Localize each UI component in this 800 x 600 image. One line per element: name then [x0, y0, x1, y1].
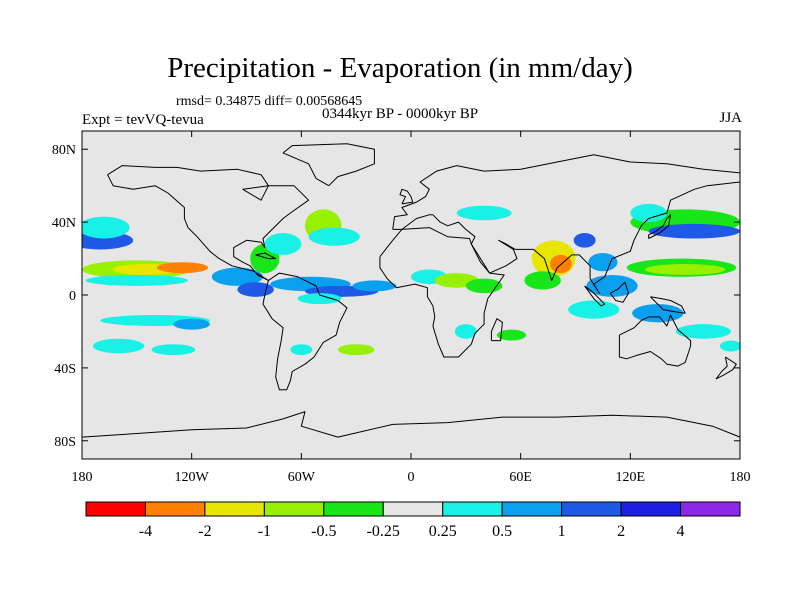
- colorbar-swatch: [561, 501, 622, 517]
- lon-tick-label: 180: [730, 470, 751, 485]
- anomaly-patch: [264, 233, 302, 255]
- anomaly-patch: [173, 318, 210, 330]
- anomaly-patch: [290, 344, 313, 356]
- anomaly-patch: [648, 223, 740, 239]
- anomaly-patch: [630, 203, 667, 223]
- colorbar-label: -1: [258, 523, 271, 540]
- colorbar-swatch: [442, 501, 503, 517]
- anomaly-patch: [496, 329, 527, 341]
- colorbar: -4 -2 -1 -0.5 -0.25 0.25 0.5 1 2 4: [85, 501, 741, 540]
- colorbar-label: -0.5: [311, 523, 336, 540]
- coastline-north-america: [107, 165, 310, 281]
- anomaly-patch: [456, 205, 512, 221]
- anomaly-patch: [82, 216, 130, 239]
- anomaly-patch: [676, 324, 731, 339]
- lat-tick-label: 0: [69, 289, 76, 304]
- lat-tick-label: 80N: [52, 143, 76, 158]
- anomaly-patch: [632, 304, 684, 323]
- coastline-antarctica: [82, 411, 740, 438]
- colorbar-swatch: [263, 501, 325, 517]
- lat-tick-label: 80S: [54, 435, 76, 450]
- lon-tick-label: 120E: [616, 470, 646, 485]
- coastline-africa: [379, 227, 505, 358]
- coastlines: [82, 143, 740, 438]
- anomaly-patch: [352, 280, 397, 292]
- coastline-eurasia: [392, 154, 740, 294]
- colorbar-swatch: [85, 501, 146, 517]
- anomaly-patch: [297, 293, 342, 305]
- colorbar-label: -2: [198, 523, 211, 540]
- lon-tick-label: 180: [72, 470, 93, 485]
- experiment-label: Expt = tevVQ-tevua: [82, 112, 204, 128]
- anomaly-patch: [237, 282, 274, 297]
- colorbar-label: 2: [617, 523, 625, 540]
- anomaly-patch: [92, 338, 145, 354]
- anomaly-patch: [524, 271, 561, 290]
- colorbar-label: 1: [558, 523, 566, 540]
- anomaly-patch: [454, 324, 477, 339]
- season-label: JJA: [719, 110, 742, 126]
- coastline-cuba: [255, 252, 277, 260]
- lon-tick-label: 60E: [509, 470, 532, 485]
- colorbar-label: 0.25: [429, 523, 457, 540]
- colorbar-label: -4: [139, 523, 152, 540]
- colorbar-swatch: [323, 501, 384, 517]
- anomaly-patch: [719, 340, 740, 352]
- anomaly-patch: [156, 262, 209, 274]
- colorbar-swatch: [620, 501, 682, 517]
- colorbar-label: -0.25: [367, 523, 400, 540]
- coastline-greenland: [282, 143, 375, 187]
- plot-title: Precipitation - Evaporation (in mm/day): [167, 52, 633, 84]
- coastline-new-guinea: [650, 296, 686, 314]
- anomaly-patch: [465, 278, 503, 294]
- anomaly-patch: [644, 264, 726, 275]
- colorbar-swatch: [680, 501, 741, 517]
- coastline-south-america: [262, 272, 348, 391]
- map-axes: 180 120W 60W 0 60E 120E 180 80N 40N 0 40S 80S: [52, 131, 751, 485]
- map-background: [82, 131, 740, 459]
- coastline-sumatra: [584, 285, 606, 307]
- lon-tick-label: 120W: [175, 470, 210, 485]
- coastline-uk: [399, 188, 414, 205]
- stats-line: rmsd= 0.34875 diff= 0.00568645: [176, 94, 363, 109]
- anomaly-patch: [568, 300, 620, 319]
- colorbar-swatch: [382, 501, 444, 517]
- coastline-madagascar: [490, 318, 503, 342]
- anomaly-patch: [85, 274, 189, 286]
- coastline-australia: [618, 314, 692, 367]
- lon-tick-label: 0: [408, 470, 415, 485]
- coastline-borneo: [609, 281, 629, 303]
- coastline-new-zealand: [715, 356, 737, 380]
- colorbar-label: 0.5: [492, 523, 512, 540]
- anomaly-patch: [308, 227, 360, 246]
- lon-tick-label: 60W: [288, 470, 316, 485]
- coastline-japan: [648, 214, 671, 239]
- lat-tick-label: 40N: [52, 216, 76, 231]
- colorbar-swatch: [204, 501, 265, 517]
- anomaly-patch: [588, 253, 618, 272]
- period-label: 0344kyr BP - 0000kyr BP: [322, 106, 479, 122]
- colorbar-swatch: [144, 501, 206, 517]
- anomaly-patch: [573, 233, 596, 248]
- anomaly-patch: [337, 344, 375, 356]
- colorbar-label: 4: [677, 523, 685, 540]
- colorbar-swatch: [501, 501, 563, 517]
- anomaly-patch: [151, 344, 196, 356]
- lat-tick-label: 40S: [54, 362, 76, 377]
- anomaly-patch: [211, 267, 263, 286]
